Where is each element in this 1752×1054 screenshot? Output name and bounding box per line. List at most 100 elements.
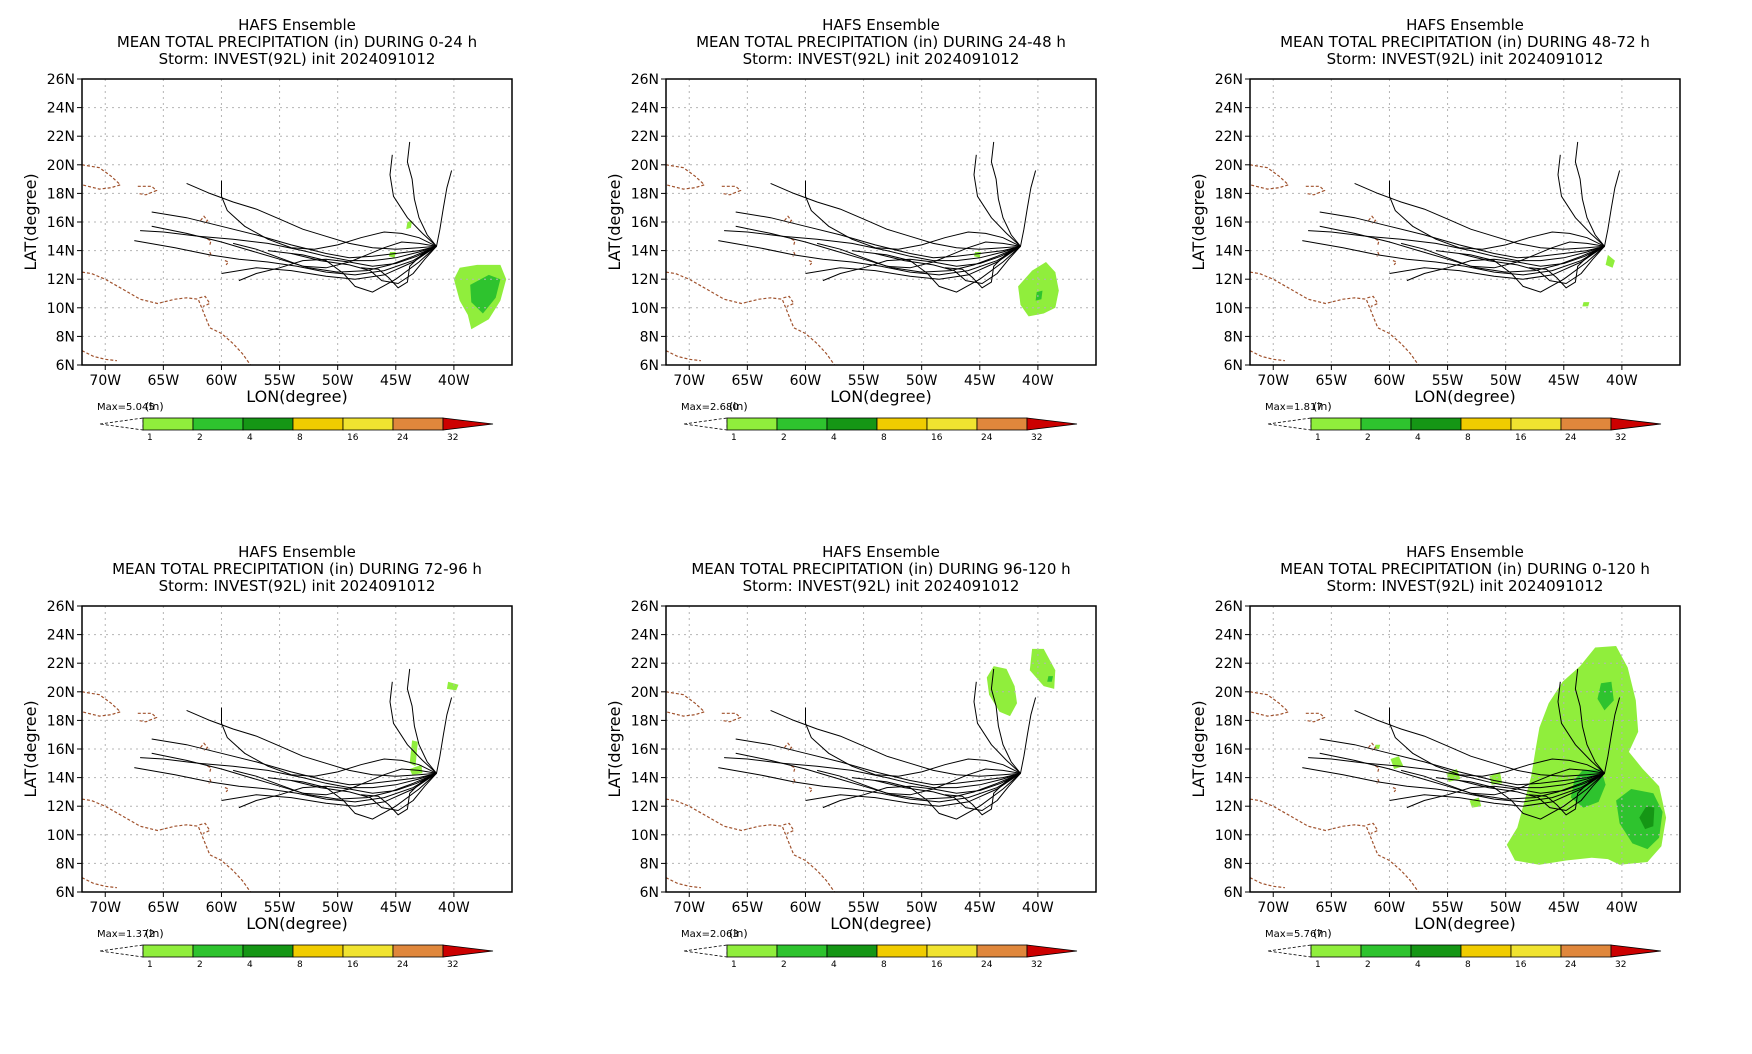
y-tick-label: 12N [47, 272, 75, 288]
y-tick-label: 8N [1224, 856, 1243, 872]
ensemble-track-15 [1406, 245, 1605, 282]
colorbar-upper-triangle [1610, 417, 1662, 431]
precip-area-1 [1605, 254, 1615, 268]
x-tick-label: 65W [1316, 900, 1348, 916]
ensemble-track-7 [1435, 245, 1605, 293]
colorbar-tick-label: 4 [1415, 433, 1421, 443]
ensemble-track-3 [186, 709, 437, 777]
coastline-9 [224, 787, 230, 793]
colorbar-bin-4 [1460, 417, 1512, 431]
colorbar-tick-label: 24 [1565, 960, 1577, 970]
colorbar-tick-label: 32 [1615, 960, 1626, 970]
precip-area-7 [1446, 769, 1461, 782]
y-tick-label: 16N [47, 215, 75, 231]
coastline-6 [784, 742, 793, 751]
colorbar-bin-2 [1360, 417, 1412, 431]
coastline-9 [224, 260, 230, 266]
coastline-1 [666, 164, 706, 190]
y-axis-label: LAT(degree) [605, 173, 624, 270]
coastline-9 [808, 787, 814, 793]
x-tick-label: 40W [1022, 373, 1054, 389]
coastline-7 [1375, 765, 1380, 773]
colorbar-bin-1 [1310, 944, 1362, 958]
y-tick-label: 24N [631, 628, 659, 644]
y-tick-label: 16N [1215, 742, 1243, 758]
precip-area-2 [1035, 290, 1043, 301]
coastline-8 [208, 251, 212, 257]
colorbar-bin-1 [726, 944, 778, 958]
colorbar-bin-6 [1560, 944, 1612, 958]
ensemble-track-2 [1319, 738, 1605, 786]
y-tick-label: 22N [47, 129, 75, 145]
precip-area-3 [406, 220, 413, 230]
ensemble-track-3 [770, 709, 1021, 777]
colorbar-tick-label: 8 [1465, 960, 1471, 970]
colorbar-unit: (in) [145, 927, 164, 940]
colorbar-bin-2 [776, 417, 828, 431]
storm-info: Storm: INVEST(92L) init 2024091012 [743, 50, 1020, 68]
coastline-3 [1250, 798, 1420, 892]
coastline-4 [666, 877, 701, 889]
ensemble-track-6 [1389, 245, 1605, 280]
y-tick-label: 14N [47, 244, 75, 260]
colorbar-bin-1 [142, 944, 194, 958]
colorbar-tick-label: 4 [247, 433, 253, 443]
chart-title: HAFS Ensemble [822, 16, 940, 34]
ensemble-track-5 [718, 240, 1021, 276]
y-tick-label: 20N [1215, 158, 1243, 174]
x-tick-label: 40W [1606, 373, 1638, 389]
y-tick-label: 22N [1215, 129, 1243, 145]
colorbar-upper-triangle [1026, 944, 1078, 958]
precip-area-2 [1582, 302, 1590, 307]
colorbar-bin-6 [1560, 417, 1612, 431]
colorbar-tick-label: 8 [297, 960, 303, 970]
x-tick-label: 60W [206, 373, 238, 389]
storm-info: Storm: INVEST(92L) init 2024091012 [159, 50, 436, 68]
ensemble-track-10 [389, 681, 437, 774]
x-tick-label: 55W [848, 373, 880, 389]
colorbar-tick-label: 1 [731, 433, 737, 443]
coastline-7 [207, 765, 212, 773]
y-tick-label: 26N [631, 599, 659, 615]
colorbar-tick-label: 16 [1515, 433, 1527, 443]
ensemble-track-5 [1302, 767, 1605, 803]
coastline-3 [82, 798, 252, 892]
y-tick-label: 20N [1215, 685, 1243, 701]
y-tick-label: 10N [631, 301, 659, 317]
coastline-8 [792, 251, 796, 257]
x-tick-label: 40W [1606, 900, 1638, 916]
coastline-4 [1250, 350, 1285, 362]
colorbar-bin-3 [242, 417, 294, 431]
colorbar-tick-label: 2 [781, 960, 787, 970]
colorbar-unit: (in) [145, 400, 164, 413]
ensemble-track-1 [724, 230, 1021, 262]
x-tick-label: 65W [1316, 373, 1348, 389]
colorbar-tick-label: 8 [1465, 433, 1471, 443]
colorbar-bin-5 [342, 417, 394, 431]
x-tick-label: 45W [1548, 373, 1580, 389]
y-tick-label: 14N [631, 244, 659, 260]
y-tick-label: 6N [56, 885, 75, 901]
chart-title: HAFS Ensemble [822, 543, 940, 561]
map-plot [666, 606, 1096, 892]
x-tick-label: 50W [906, 900, 938, 916]
colorbar-tick-label: 16 [931, 960, 943, 970]
y-tick-label: 14N [631, 771, 659, 787]
x-tick-label: 70W [1257, 373, 1289, 389]
colorbar-tick-label: 8 [297, 433, 303, 443]
colorbar-tick-label: 32 [1031, 960, 1042, 970]
ensemble-track-6 [221, 245, 437, 280]
x-tick-label: 55W [1432, 373, 1464, 389]
x-tick-label: 40W [1022, 900, 1054, 916]
ensemble-track-4 [735, 752, 1021, 800]
y-axis-label: LAT(degree) [21, 173, 40, 270]
plot-frame [665, 605, 1097, 893]
max-value-label: Max=2.063 [681, 929, 739, 940]
ensemble-track-8 [1574, 141, 1605, 247]
map-plot [666, 79, 1096, 365]
ensemble-track-7 [267, 245, 437, 293]
y-tick-label: 12N [1215, 272, 1243, 288]
coastline-8 [208, 778, 212, 784]
ensemble-track-7 [1435, 772, 1605, 820]
coastline-1 [82, 164, 122, 190]
